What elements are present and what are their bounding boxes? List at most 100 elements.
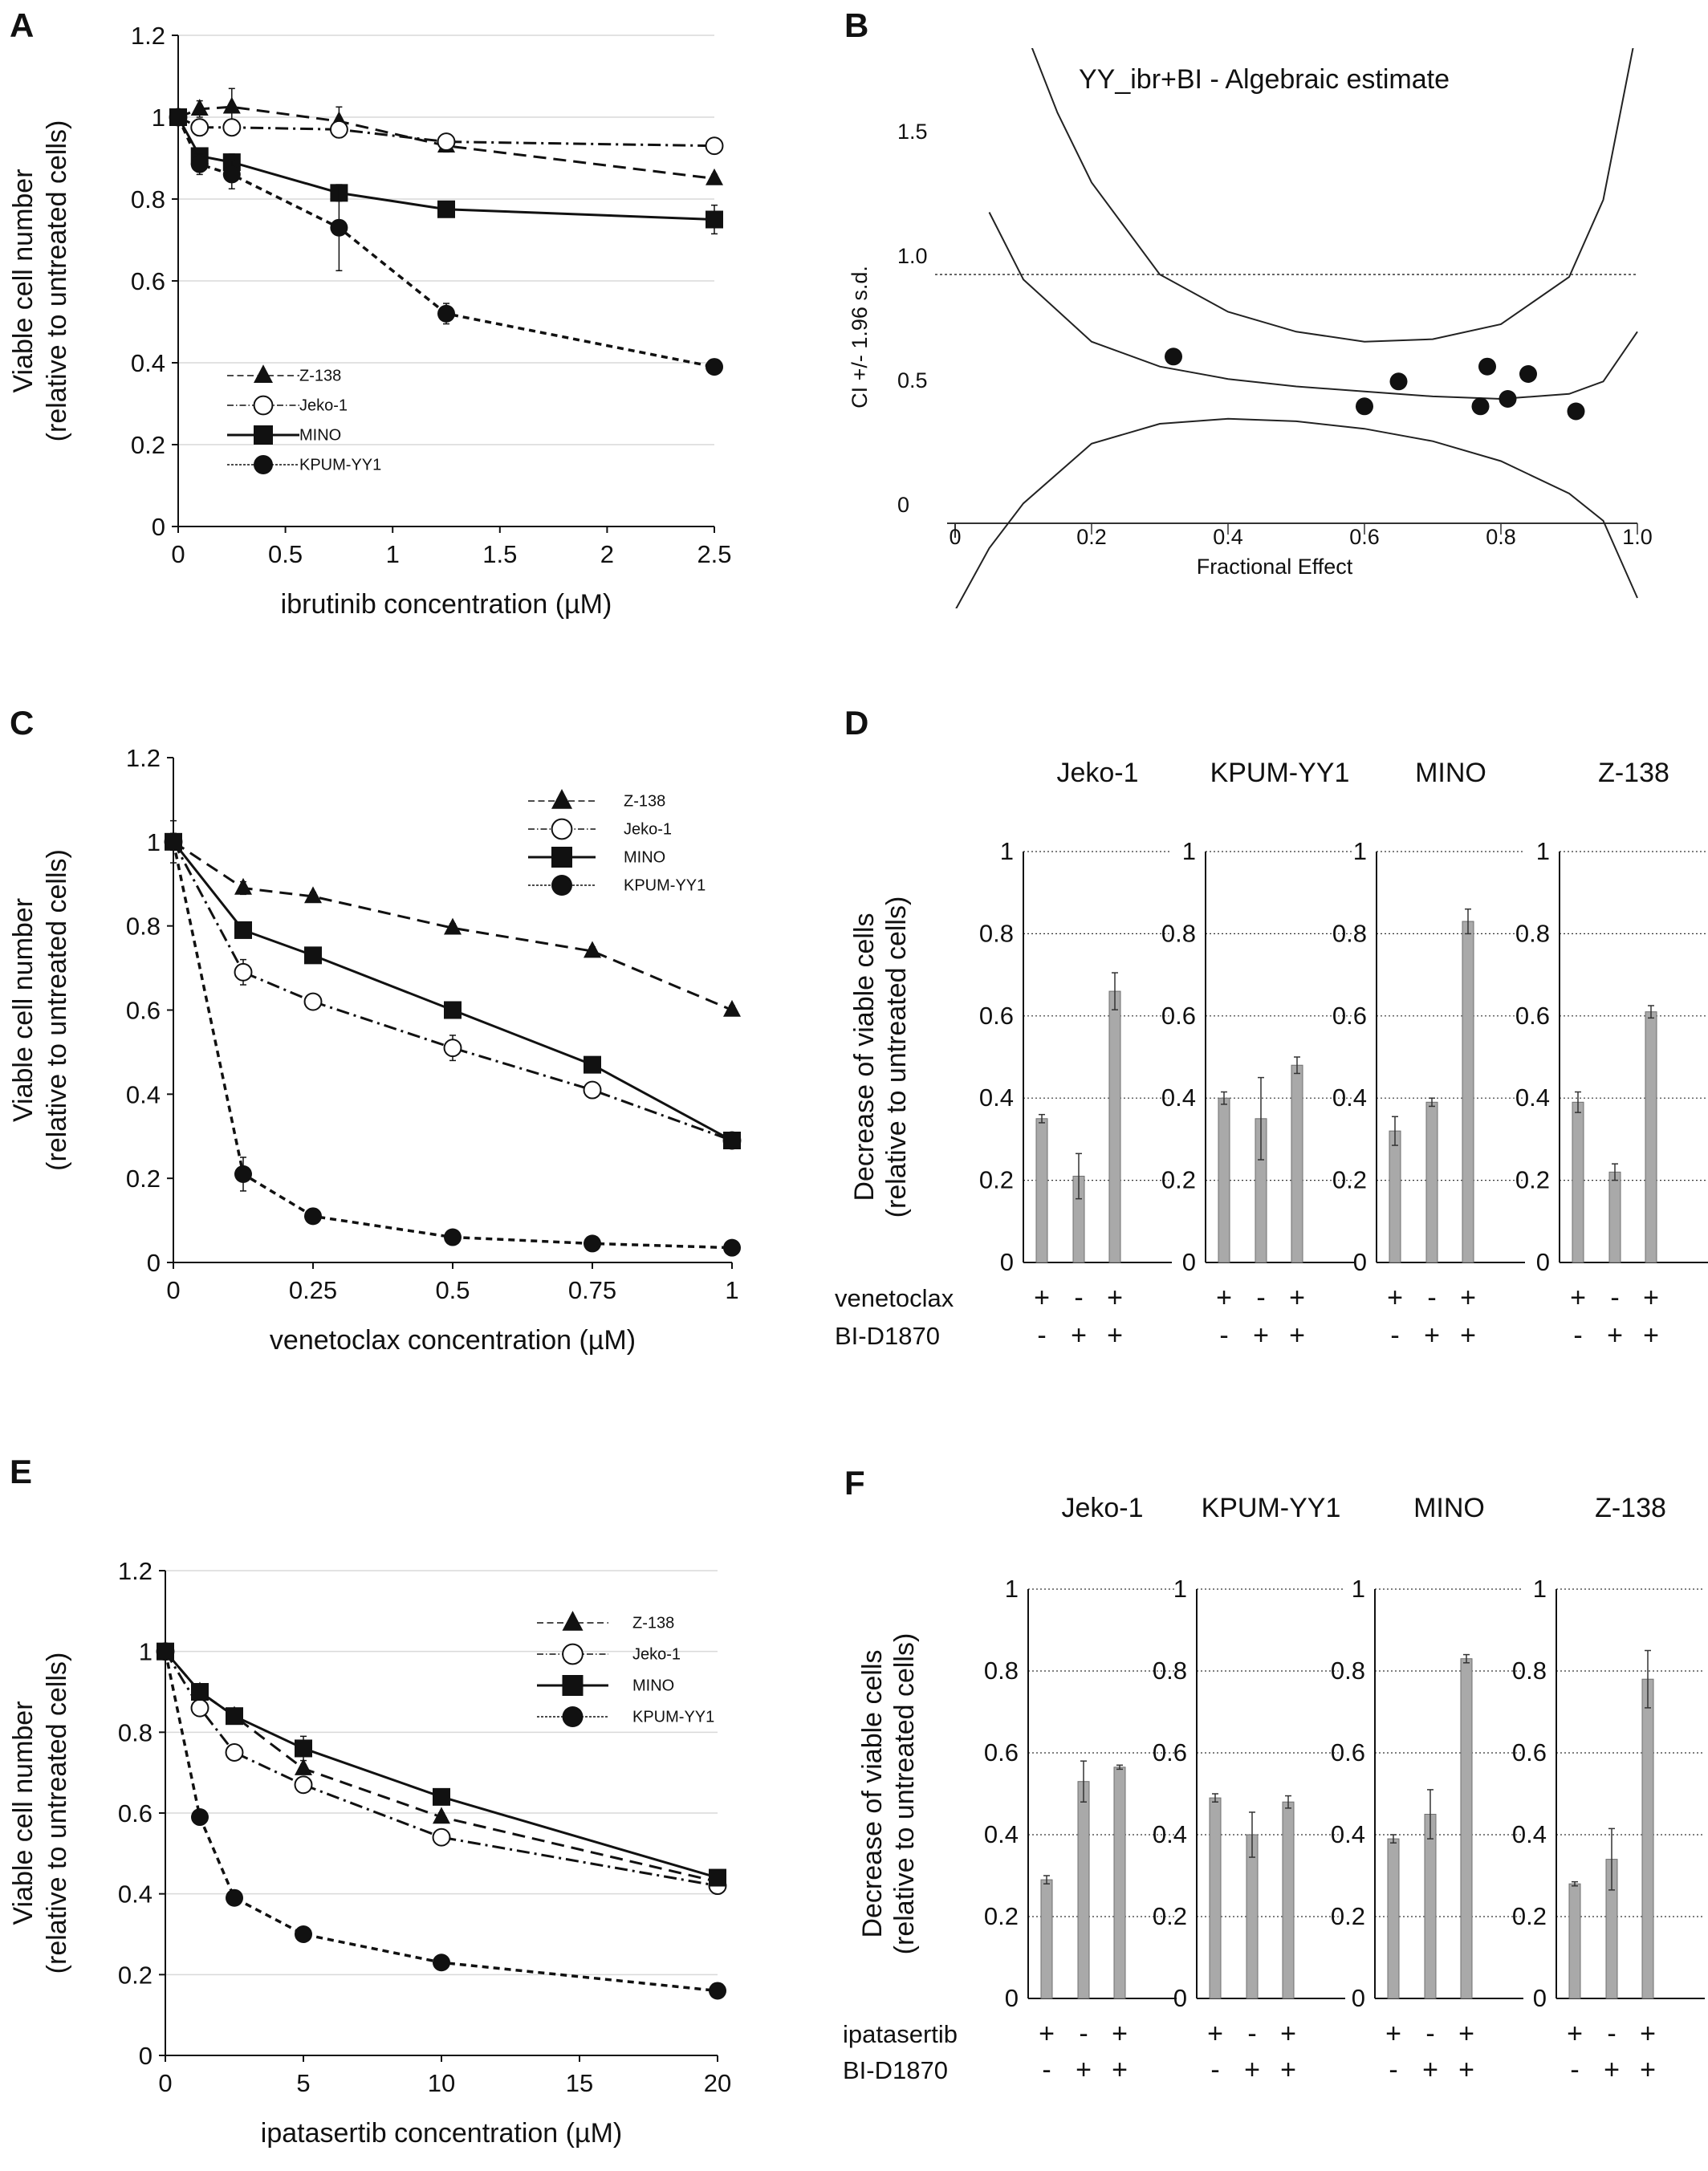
legend-label: MINO <box>299 427 341 445</box>
panel-label-F: F <box>844 1464 865 1502</box>
y-tick-label: 0.4 <box>126 1080 161 1108</box>
data-point <box>584 941 601 958</box>
y-tick-label: 0.4 <box>984 1820 1019 1848</box>
data-point <box>304 1207 322 1226</box>
x-tick-label: 5 <box>296 2069 310 2097</box>
legend-marker <box>254 364 273 383</box>
y-tick-label: 0 <box>139 2042 152 2070</box>
y-tick-label: 0.6 <box>1153 1738 1187 1766</box>
legend-label: KPUM-YY1 <box>299 457 381 474</box>
panel-label-D: D <box>844 704 868 742</box>
bar <box>1645 1011 1657 1263</box>
series-line <box>177 105 715 180</box>
y-tick-label: 0 <box>152 513 165 541</box>
group-title: MINO <box>1413 1493 1485 1523</box>
chart-E: 0 0.2 0.4 0.6 0.8 1 1.2 0 5 10 15 20 ipatasertib con… <box>8 1557 731 2149</box>
bar <box>1218 1097 1230 1263</box>
data-point <box>1478 357 1496 376</box>
legend-marker <box>254 455 273 474</box>
data-point <box>583 1080 602 1100</box>
treatment-sign: + <box>1071 1320 1087 1351</box>
data-point <box>709 1868 726 1887</box>
legend-marker <box>562 1643 584 1665</box>
bar <box>1424 1814 1437 1999</box>
treatment-label: BI-D1870 <box>835 1322 940 1350</box>
treatment-sign: + <box>1643 1283 1659 1313</box>
data-point <box>1567 402 1585 421</box>
y-tick-label: 1 <box>1536 837 1550 865</box>
y-tick-label: 0.6 <box>979 1002 1014 1030</box>
panel-label-C: C <box>10 704 34 742</box>
data-point <box>1499 390 1517 408</box>
x-tick-label: 0.5 <box>435 1276 470 1304</box>
treatment-sign: + <box>1567 2019 1583 2049</box>
bar <box>1246 1834 1259 1999</box>
x-tick-label: 0 <box>166 1276 180 1304</box>
data-point <box>226 1707 243 1726</box>
data-point <box>432 1827 451 1847</box>
data-point <box>295 1925 312 1943</box>
y-tick-label: 0.6 <box>1332 1002 1367 1030</box>
data-point <box>437 304 455 323</box>
treatment-sign: + <box>1112 2019 1128 2049</box>
x-tick-label: 1.0 <box>1622 525 1653 549</box>
y-tick-label: 1 <box>152 104 165 132</box>
y-tick-label: 0.4 <box>1515 1083 1550 1112</box>
data-point <box>433 1807 450 1824</box>
data-point <box>437 200 455 218</box>
x-tick-label: 1.5 <box>482 540 517 568</box>
treatment-sign: + <box>1244 2055 1260 2085</box>
ci-curve-central <box>988 212 1638 400</box>
ci-curve-lower <box>955 417 1638 608</box>
treatment-sign: + <box>1280 2055 1296 2085</box>
legend-label: KPUM-YY1 <box>624 877 706 895</box>
treatment-sign: + <box>1424 1320 1440 1351</box>
y-tick-label: 1 <box>1173 1575 1187 1603</box>
data-point <box>1356 397 1373 416</box>
x-tick-label: 2 <box>600 540 614 568</box>
y-axis-label: Decrease of viable cells <box>857 1649 888 1937</box>
y-tick-label: 0.6 <box>126 997 161 1025</box>
x-axis-label: ipatasertib concentration (µM) <box>261 2118 622 2149</box>
y-axis-label: (relative to untreated cells) <box>881 896 912 1218</box>
y-tick-label: 0.8 <box>1161 919 1196 947</box>
data-point <box>709 1982 726 2000</box>
y-tick-label: 0.4 <box>1332 1083 1367 1112</box>
y-tick-label: 1.2 <box>126 744 161 772</box>
x-tick-label: 0 <box>158 2069 172 2097</box>
y-tick-label: 0.8 <box>1153 1657 1187 1685</box>
y-tick-label: 1 <box>139 1638 152 1666</box>
chart-B: YY_ibr+BI - Algebraic estimate 0 0.2 0.4 0.6… <box>848 48 1653 608</box>
bar <box>1572 1101 1584 1263</box>
x-tick-label: 15 <box>566 2069 593 2097</box>
bar <box>1077 1781 1090 1999</box>
treatment-label: BI-D1870 <box>843 2056 948 2084</box>
y-tick-label: 0.4 <box>1153 1820 1187 1848</box>
y-tick-label: 0 <box>1536 1248 1550 1276</box>
y-tick-label: 1 <box>1352 1575 1365 1603</box>
y-tick-label: 1 <box>1000 837 1014 865</box>
y-tick-label: 0.4 <box>1331 1820 1365 1848</box>
x-tick-label: 0.2 <box>1076 525 1107 549</box>
chart-title: YY_ibr+BI - Algebraic estimate <box>1079 64 1450 95</box>
treatment-sign: + <box>1643 1320 1659 1351</box>
group-title: MINO <box>1415 758 1486 788</box>
legend-label: KPUM-YY1 <box>632 1709 714 1726</box>
y-tick-label: 0.2 <box>1161 1166 1196 1194</box>
y-tick-label: 0.6 <box>984 1738 1019 1766</box>
treatment-sign: - <box>1219 1320 1228 1351</box>
treatment-sign: + <box>1253 1320 1269 1351</box>
treatment-sign: + <box>1458 2019 1474 2049</box>
bar <box>1113 1766 1126 1999</box>
data-point <box>706 210 723 229</box>
y-tick-label: 0.8 <box>1515 919 1550 947</box>
legend-marker <box>254 425 273 445</box>
data-point <box>190 99 209 116</box>
y-tick-label: 1 <box>1533 1575 1547 1603</box>
legend-label: Z-138 <box>624 793 665 811</box>
series-line <box>172 841 733 1142</box>
x-tick-label: 1 <box>386 540 400 568</box>
treatment-sign: + <box>1460 1283 1476 1313</box>
data-point <box>190 155 209 173</box>
y-tick-label: 1.2 <box>131 22 165 50</box>
